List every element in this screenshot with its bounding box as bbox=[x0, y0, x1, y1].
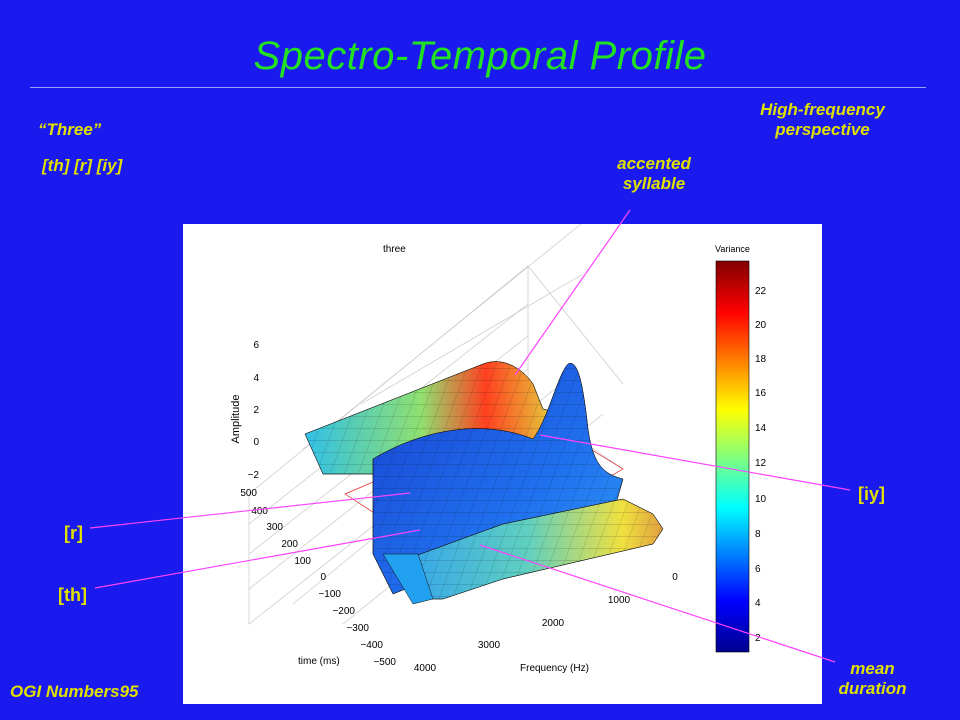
perspective-line-2: perspective bbox=[775, 120, 870, 139]
freq-tick: 3000 bbox=[478, 640, 501, 651]
surface-plot bbox=[304, 361, 664, 605]
colorbar-tick: 6 bbox=[755, 564, 761, 575]
time-tick: 500 bbox=[240, 488, 257, 499]
z-tick: 6 bbox=[253, 340, 259, 351]
perspective-line-1: High-frequency bbox=[760, 100, 885, 119]
colorbar-title: Variance bbox=[715, 244, 750, 254]
mean-duration-label: mean duration bbox=[820, 659, 925, 699]
phone-sequence-label: [th] [r] [iy] bbox=[42, 156, 123, 175]
time-tick: −500 bbox=[373, 657, 396, 668]
word-label: “Three” bbox=[38, 120, 102, 139]
colorbar bbox=[715, 260, 750, 653]
plot-title: three bbox=[383, 244, 406, 255]
colorbar-tick: 10 bbox=[755, 494, 767, 505]
time-tick: 400 bbox=[251, 506, 268, 517]
slide-title: Spectro-Temporal Profile bbox=[253, 34, 707, 78]
accented-syllable-label: accented syllable bbox=[598, 154, 710, 194]
colorbar-tick: 16 bbox=[755, 388, 767, 399]
time-tick: 200 bbox=[281, 539, 298, 550]
amplitude-axis-label: Amplitude bbox=[230, 395, 242, 444]
time-tick: −100 bbox=[318, 589, 341, 600]
colorbar-tick: 8 bbox=[755, 529, 761, 540]
title-divider bbox=[30, 87, 926, 88]
time-tick: 0 bbox=[320, 572, 326, 583]
z-tick: 4 bbox=[253, 373, 259, 384]
freq-tick: 1000 bbox=[608, 595, 631, 606]
freq-tick: 0 bbox=[672, 572, 678, 583]
colorbar-tick: 22 bbox=[755, 286, 767, 297]
freq-tick: 4000 bbox=[414, 663, 437, 674]
z-tick: 2 bbox=[253, 405, 259, 416]
freq-tick: 2000 bbox=[542, 618, 565, 629]
colorbar-tick: 14 bbox=[755, 423, 767, 434]
mean-line-1: mean bbox=[850, 659, 895, 678]
time-tick: −200 bbox=[332, 606, 355, 617]
time-tick: 300 bbox=[266, 522, 283, 533]
colorbar-tick: 2 bbox=[755, 633, 761, 644]
z-tick: −2 bbox=[248, 470, 260, 481]
colorbar-tick: 18 bbox=[755, 354, 767, 365]
r-phone-label: [r] bbox=[64, 523, 83, 543]
corpus-label: OGI Numbers95 bbox=[10, 682, 139, 701]
z-tick: 0 bbox=[253, 437, 259, 448]
colorbar-ticks: 22 20 18 16 14 12 10 8 6 4 2 bbox=[755, 286, 767, 644]
colorbar-tick: 4 bbox=[755, 598, 761, 609]
time-axis-label: time (ms) bbox=[298, 656, 340, 667]
plot-canvas: three Amplitude 6 4 2 0 −2 500 400 300 2… bbox=[230, 223, 767, 674]
colorbar-tick: 12 bbox=[755, 458, 767, 469]
time-tick: −400 bbox=[360, 640, 383, 651]
spectro-temporal-plot: three Amplitude 6 4 2 0 −2 500 400 300 2… bbox=[183, 223, 822, 704]
time-tick: 100 bbox=[294, 556, 311, 567]
accented-line-2: syllable bbox=[622, 174, 686, 193]
colorbar-tick: 20 bbox=[755, 320, 767, 331]
perspective-label: High-frequency perspective bbox=[730, 100, 915, 140]
time-tick: −300 bbox=[346, 623, 369, 634]
iy-phone-label: [iy] bbox=[858, 484, 885, 504]
mean-line-2: duration bbox=[838, 679, 907, 698]
th-phone-label: [th] bbox=[58, 585, 87, 605]
amplitude-ticks: 6 4 2 0 −2 bbox=[248, 340, 260, 481]
accented-line-1: accented bbox=[617, 154, 691, 173]
frequency-axis-label: Frequency (Hz) bbox=[520, 663, 589, 674]
